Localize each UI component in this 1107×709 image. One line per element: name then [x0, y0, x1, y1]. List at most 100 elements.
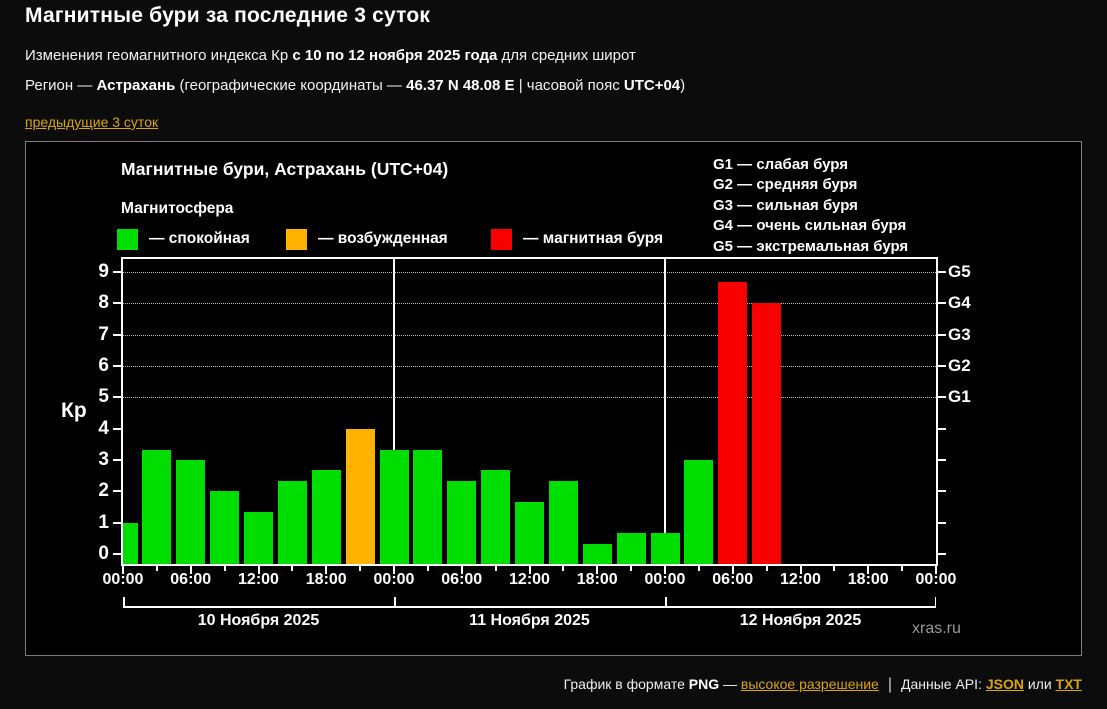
region-coordinates: 46.37 N 48.08 E: [406, 77, 515, 94]
gridline-kp5: [123, 397, 936, 399]
subtitle: Изменения геомагнитного индекса Кр с 10 …: [25, 47, 636, 64]
y-axis-tick-label: 7: [98, 323, 109, 345]
region-timezone: UTC+04: [623, 77, 681, 94]
gridline-kp8: [123, 303, 936, 305]
kp-bar: [752, 303, 782, 564]
subtitle-post: для средних широт: [497, 47, 636, 64]
g-level-label: G1: [948, 387, 971, 407]
x-axis-time-label: 00:00: [915, 571, 957, 588]
previous-period-link[interactable]: предыдущие 3 суток: [25, 114, 159, 130]
x-axis-minor-tick: [426, 566, 429, 571]
date-axis-line: [123, 606, 936, 608]
date-label: 11 Ноября 2025: [469, 612, 590, 629]
kp-bar: [176, 460, 206, 564]
kp-bar: [481, 470, 511, 564]
y-axis-tick: [113, 490, 121, 493]
region-mid: (географические координаты —: [175, 77, 407, 94]
x-axis-time-label: 06:00: [712, 571, 754, 588]
y-axis-tick: [113, 521, 121, 524]
x-axis-minor-tick: [494, 566, 497, 571]
x-axis-time-label: 06:00: [441, 571, 483, 588]
right-axis-tick: [938, 396, 946, 399]
x-axis-major-tick: [528, 566, 531, 574]
kp-bar: [379, 449, 409, 564]
excited-swatch-icon: [286, 228, 307, 250]
right-axis-tick: [938, 333, 946, 336]
kp-bar: [684, 460, 714, 564]
region-line: Регион — Астрахань (географические коорд…: [25, 77, 685, 94]
x-axis-major-tick: [799, 566, 802, 574]
footer-or: или: [1023, 676, 1056, 692]
subtitle-daterange: с 10 по 12 ноября 2025 года: [292, 47, 498, 64]
legend-label-quiet: — спокойная: [149, 230, 250, 247]
y-axis-tick-label: 0: [98, 543, 109, 564]
footer-separator: |: [887, 676, 892, 693]
y-axis-tick-label: 5: [98, 386, 109, 408]
kp-bar: [718, 282, 748, 564]
x-axis-major-tick: [393, 566, 395, 574]
g-legend-g3: G3 — сильная буря: [713, 196, 858, 214]
legend-label-storm: — магнитная буря: [523, 230, 664, 247]
region-mid2: | часовой пояс: [514, 77, 624, 94]
right-axis-tick: [938, 302, 946, 305]
quiet-swatch-icon: [117, 228, 138, 250]
x-axis-minor-tick: [359, 566, 362, 571]
y-axis-tick-label: 4: [98, 417, 109, 439]
x-axis-time-label: 18:00: [576, 571, 618, 588]
watermark: xras.ru: [912, 620, 961, 637]
g-level-label: G3: [948, 324, 971, 344]
x-axis-minor-tick: [291, 566, 294, 571]
legend-item-quiet: — спокойная: [117, 228, 250, 250]
x-axis-time-label: 00:00: [373, 571, 415, 588]
x-axis-time-label: 12:00: [780, 571, 821, 588]
x-axis-major-tick: [596, 566, 599, 574]
y-axis-tick: [113, 459, 121, 461]
kp-bar: [277, 480, 307, 564]
footer-dash: —: [719, 676, 741, 692]
y-axis-tick: [113, 365, 121, 367]
kp-bar-chart: 0 1 2 3 4 5 6 7 8 9 Кр G5 G4 G3 G2 G1 00:00 06:00 12:00 18:…: [61, 257, 971, 629]
region-pre: Регион —: [25, 77, 97, 94]
legend-label-excited: — возбужденная: [318, 230, 448, 247]
kp-bar: [210, 491, 240, 564]
x-axis-time-label: 00:00: [644, 571, 686, 588]
right-axis-tick: [938, 553, 946, 555]
right-axis-tick: [938, 271, 946, 273]
storm-swatch-icon: [491, 228, 512, 250]
g-scale-legend: G1 — слабая буря G2 — средняя буря G3 — …: [713, 155, 908, 257]
x-axis-minor-tick: [833, 566, 836, 571]
hires-link[interactable]: высокое разрешение: [740, 676, 879, 692]
kp-bar: [548, 480, 578, 564]
chart-panel: Магнитные бури, Астрахань (UTC+04) G1 — …: [25, 141, 1082, 656]
x-axis-time-label: 06:00: [170, 571, 212, 588]
right-axis-tick: [938, 427, 946, 430]
magnetosphere-label: Магнитосфера: [121, 200, 234, 217]
kp-bar: [650, 533, 680, 564]
kp-bar: [142, 449, 172, 564]
footer-format-type: PNG: [688, 676, 720, 692]
x-axis-major-tick: [460, 566, 463, 574]
y-axis-label: Кр: [61, 399, 87, 422]
g-level-label: G2: [948, 356, 971, 375]
g-legend-g5: G5 — экстремальная буря: [713, 237, 909, 255]
x-axis-major-tick: [189, 566, 192, 574]
region-post: ): [680, 77, 686, 94]
y-axis-tick-label: 8: [98, 292, 109, 314]
date-axis-tick: [394, 597, 396, 607]
region-name: Астрахань: [96, 77, 176, 94]
y-axis-tick: [113, 396, 121, 399]
y-axis-tick-label: 3: [98, 449, 109, 470]
x-axis-major-tick: [325, 566, 328, 574]
x-axis-major-tick: [935, 566, 937, 574]
g-level-label: G4: [948, 293, 971, 313]
g-legend-g1: G1 — слабая буря: [713, 156, 849, 173]
gridline-kp6: [123, 366, 936, 367]
g-level-label: G5: [948, 262, 971, 281]
day-separator-line: [664, 259, 666, 564]
txt-link[interactable]: TXT: [1055, 676, 1082, 692]
y-axis-tick: [113, 553, 121, 555]
json-link[interactable]: JSON: [985, 676, 1024, 692]
gridline-kp9: [123, 272, 936, 273]
x-axis-minor-tick: [630, 566, 633, 571]
x-axis-minor-tick: [155, 566, 158, 571]
